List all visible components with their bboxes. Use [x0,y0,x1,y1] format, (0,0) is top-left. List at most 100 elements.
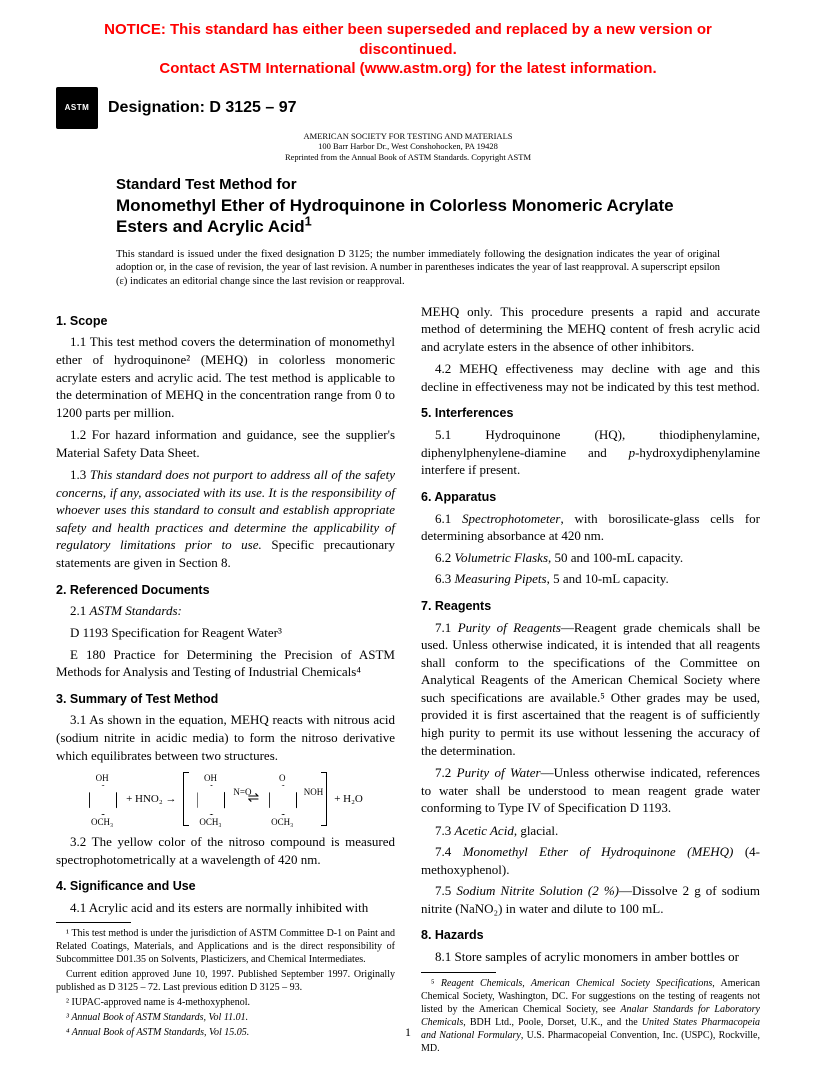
fn5a: ⁵ [431,978,441,989]
r2-side: N=O [233,786,251,798]
org-line2: 100 Barr Harbor Dr., West Conshohocken, … [318,141,498,151]
para-7-1: 7.1 Purity of Reagents—Reagent grade che… [421,619,760,759]
para-4-1-cont: MEHQ only. This procedure presents a rap… [421,303,760,356]
eq-plus1: + HNO₂ → [123,792,179,807]
notice-banner: NOTICE: This standard has either been su… [56,20,760,79]
title-block: Standard Test Method for Monomethyl Ethe… [116,176,720,237]
p75a: 7.5 [435,883,456,898]
title-sup: 1 [305,214,312,229]
footnote-5: ⁵ Reagent Chemicals, American Chemical S… [421,977,760,1055]
astm-logo-icon: ASTM [56,87,98,129]
footnote-1b: Current edition approved June 10, 1997. … [56,968,395,994]
para-3-1: 3.1 As shown in the equation, MEHQ react… [56,711,395,764]
section-4-head: 4. Significance and Use [56,878,395,895]
para-6-1: 6.1 Spectrophotometer, with borosilicate… [421,510,760,545]
page-number: 1 [0,1024,816,1040]
p62b: , 50 and 100-mL capacity. [548,550,683,565]
p63a: 6.3 [435,571,455,586]
fn5i1: Reagent Chemicals, American Chemical Soc… [441,978,712,989]
footnote-rule-right [421,972,496,973]
para-5-1: 5.1 Hydroquinone (HQ), thiodiphenylamine… [421,426,760,479]
p21i: ASTM Standards: [90,603,182,618]
product-2: O NOH OCH₃ [265,776,299,822]
r3-bot: OCH₃ [265,816,299,828]
p71b: —Reagent grade chemicals shall be used. … [421,620,760,758]
ref-e180: E 180 Practice for Determining the Preci… [56,646,395,681]
section-1-head: 1. Scope [56,313,395,330]
footnotes-left: ¹ This test method is under the jurisdic… [56,927,395,1039]
title-prefix: Standard Test Method for [116,176,720,195]
p74i: Monomethyl Ether of Hydroquinone (MEHQ) [463,844,734,859]
r2-top: OH [193,772,227,784]
p73a: 7.3 [435,823,455,838]
eq-plus2: + H₂O [331,792,366,807]
para-7-2: 7.2 Purity of Water—Unless otherwise ind… [421,764,760,817]
product-1: OH N=O OCH₃ [193,776,227,822]
p71i: Purity of Reagents [458,620,561,635]
footnote-1: ¹ This test method is under the jurisdic… [56,927,395,966]
title-main-text: Monomethyl Ether of Hydroquinone in Colo… [116,196,674,236]
ref-d1193: D 1193 Specification for Reagent Water³ [56,624,395,642]
para-4-2: 4.2 MEHQ effectiveness may decline with … [421,360,760,395]
para-7-3: 7.3 Acetic Acid, glacial. [421,822,760,840]
section-5-head: 5. Interferences [421,405,760,422]
para-1-1: 1.1 This test method covers the determin… [56,333,395,421]
para-6-3: 6.3 Measuring Pipets, 5 and 10-mL capaci… [421,570,760,588]
org-line1: AMERICAN SOCIETY FOR TESTING AND MATERIA… [304,131,513,141]
logo-text: ASTM [65,104,90,112]
p63i: Measuring Pipets [455,571,547,586]
p62a: 6.2 [435,550,455,565]
footnote-2: ² IUPAC-approved name is 4-methoxyphenol… [56,996,395,1009]
designation: Designation: D 3125 – 97 [108,97,297,119]
p21a: 2.1 [70,603,90,618]
r2-bot: OCH₃ [193,816,227,828]
section-8-head: 8. Hazards [421,927,760,944]
r1-bot: OCH₃ [85,816,119,828]
org-info: AMERICAN SOCIETY FOR TESTING AND MATERIA… [56,131,760,163]
p61i: Spectrophotometer [462,511,560,526]
p73i: Acetic Acid [455,823,514,838]
p62i: Volumetric Flasks [455,550,549,565]
left-column: 1. Scope 1.1 This test method covers the… [56,303,395,1057]
bracket-left [183,772,189,826]
para-7-4: 7.4 Monomethyl Ether of Hydroquinone (ME… [421,843,760,878]
para-1-2: 1.2 For hazard information and guidance,… [56,426,395,461]
p72i: Purity of Water [457,765,541,780]
org-line3: Reprinted from the Annual Book of ASTM S… [285,152,531,162]
fn3t: ³ Annual Book of ASTM Standards, Vol 11.… [66,1012,248,1023]
p61a: 6.1 [435,511,462,526]
bracket-right [321,772,327,826]
p13a: 1.3 [70,467,90,482]
title-main: Monomethyl Ether of Hydroquinone in Colo… [116,195,720,238]
section-7-head: 7. Reagents [421,598,760,615]
p72a: 7.2 [435,765,457,780]
section-3-head: 3. Summary of Test Method [56,691,395,708]
section-6-head: 6. Apparatus [421,489,760,506]
para-3-2: 3.2 The yellow color of the nitroso comp… [56,833,395,868]
section-2-head: 2. Referenced Documents [56,582,395,599]
notice-line1: NOTICE: This standard has either been su… [104,21,712,58]
para-1-3: 1.3 This standard does not purport to ad… [56,466,395,571]
body-columns: 1. Scope 1.1 This test method covers the… [56,303,760,1057]
para-8-1: 8.1 Store samples of acrylic monomers in… [421,948,760,966]
reaction-equation: OH OCH₃ + HNO₂ → OH N=O OCH₃ ⇌ O [56,772,395,827]
p74a: 7.4 [435,844,463,859]
para-2-1: 2.1 ASTM Standards: [56,602,395,620]
para-7-5: 7.5 Sodium Nitrite Solution (2 %)—Dissol… [421,882,760,917]
logo-block: ASTM Designation: D 3125 – 97 [56,87,297,129]
right-column: MEHQ only. This procedure presents a rap… [421,303,760,1057]
footnote-3: ³ Annual Book of ASTM Standards, Vol 11.… [56,1011,395,1024]
footnote-rule-left [56,922,131,923]
p75i: Sodium Nitrite Solution (2 %) [456,883,619,898]
footnotes-right: ⁵ Reagent Chemicals, American Chemical S… [421,977,760,1055]
r3-top: O [265,772,299,784]
r1-top: OH [85,772,119,784]
issuance-note: This standard is issued under the fixed … [116,248,720,289]
para-6-2: 6.2 Volumetric Flasks, 50 and 100-mL cap… [421,549,760,567]
reactant-1: OH OCH₃ [85,776,119,822]
p63b: , 5 and 10-mL capacity. [547,571,669,586]
p71a: 7.1 [435,620,458,635]
header-row: ASTM Designation: D 3125 – 97 [56,87,760,129]
notice-line2: Contact ASTM International (www.astm.org… [159,60,656,77]
r3-side: NOH [304,786,324,798]
